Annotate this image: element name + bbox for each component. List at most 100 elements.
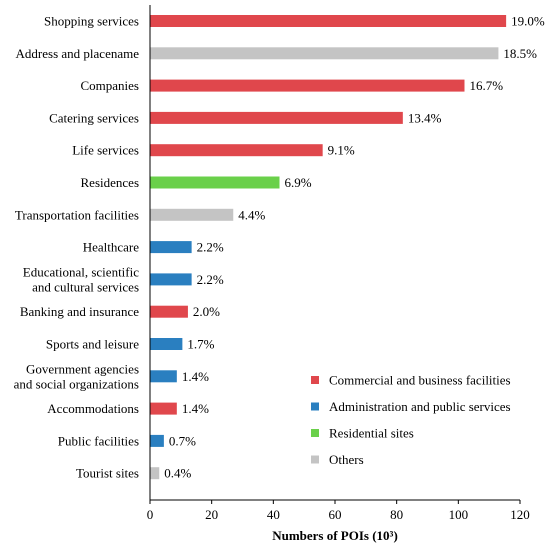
value-label: 0.4% xyxy=(164,466,191,481)
category-label: Residences xyxy=(81,175,139,190)
category-label: Address and placename xyxy=(16,46,140,61)
value-label: 2.2% xyxy=(197,272,224,287)
x-tick-label: 80 xyxy=(390,507,403,522)
bar xyxy=(150,47,499,60)
bar xyxy=(150,176,280,189)
bar-row: Catering services 13.4% xyxy=(49,110,441,125)
category-label-line: Shopping services xyxy=(44,14,139,29)
bar xyxy=(150,79,465,92)
legend-label: Others xyxy=(329,452,364,467)
x-axis-title: Numbers of POIs (10³) xyxy=(272,528,398,543)
category-label: Healthcare xyxy=(83,240,140,255)
category-label: Tourist sites xyxy=(76,466,139,481)
bars-layer: Shopping services 19.0% Address and placen… xyxy=(14,14,545,481)
category-label: Companies xyxy=(81,78,140,93)
bar-row: Residences 6.9% xyxy=(81,175,312,190)
category-label: Life services xyxy=(72,143,139,158)
x-tick-label: 0 xyxy=(147,507,154,522)
category-label: Educational, scientific and cultural serv… xyxy=(23,264,139,294)
category-label: Transportation facilities xyxy=(15,207,139,222)
category-label-line: Banking and insurance xyxy=(20,304,139,319)
legend-item: Residential sites xyxy=(311,426,414,441)
bar-row: Banking and insurance 2.0% xyxy=(20,304,220,319)
value-label: 9.1% xyxy=(328,143,355,158)
value-label: 16.7% xyxy=(470,78,504,93)
bar-row: Companies 16.7% xyxy=(81,78,504,93)
category-label-line: Life services xyxy=(72,143,139,158)
bar xyxy=(150,370,177,383)
value-label: 2.0% xyxy=(193,304,220,319)
value-label: 4.4% xyxy=(238,207,265,222)
bar xyxy=(150,434,164,447)
category-label: Catering services xyxy=(49,110,139,125)
legend: Commercial and business facilities Admini… xyxy=(311,373,511,467)
bar-row: Transportation facilities 4.4% xyxy=(15,207,266,222)
legend-item: Others xyxy=(311,452,364,467)
legend-label: Residential sites xyxy=(329,426,414,441)
bar-row: Life services 9.1% xyxy=(72,143,355,158)
category-label-line: and cultural services xyxy=(32,279,139,294)
bar-row: Tourist sites 0.4% xyxy=(76,466,192,481)
category-label-line: Address and placename xyxy=(16,46,140,61)
bar-row: Public facilities 0.7% xyxy=(58,433,196,448)
category-label: Banking and insurance xyxy=(20,304,139,319)
bar-row: Accommodations 1.4% xyxy=(47,401,209,416)
bar-row: Educational, scientific and cultural serv… xyxy=(23,264,224,294)
value-label: 13.4% xyxy=(408,110,442,125)
bar-row: Shopping services 19.0% xyxy=(44,14,545,29)
bar-row: Sports and leisure 1.7% xyxy=(46,337,215,352)
category-label-line: Companies xyxy=(81,78,140,93)
category-label: Shopping services xyxy=(44,14,139,29)
category-label-line: Public facilities xyxy=(58,433,139,448)
category-label: Accommodations xyxy=(47,401,139,416)
category-label-line: Residences xyxy=(81,175,139,190)
bar xyxy=(150,241,192,254)
legend-item: Administration and public services xyxy=(311,399,511,414)
category-label: Government agencies and social organizati… xyxy=(14,361,139,391)
category-label-line: Accommodations xyxy=(47,401,139,416)
bar xyxy=(150,208,234,221)
value-label: 6.9% xyxy=(285,175,312,190)
legend-swatch xyxy=(311,376,319,384)
value-label: 1.4% xyxy=(182,401,209,416)
legend-swatch xyxy=(311,402,319,411)
value-label: 18.5% xyxy=(503,46,537,61)
bar-row: Healthcare 2.2% xyxy=(83,240,224,255)
category-label: Sports and leisure xyxy=(46,337,139,352)
x-tick-label: 60 xyxy=(329,507,342,522)
x-tick-label: 40 xyxy=(267,507,280,522)
category-label-line: Tourist sites xyxy=(76,466,139,481)
legend-item: Commercial and business facilities xyxy=(311,373,511,388)
bar-row: Government agencies and social organizati… xyxy=(14,361,209,391)
bar xyxy=(150,111,403,124)
value-label: 19.0% xyxy=(511,14,545,29)
category-label-line: and social organizations xyxy=(14,376,139,391)
category-label-line: Government agencies xyxy=(26,361,139,376)
bar xyxy=(150,402,177,415)
category-label-line: Educational, scientific xyxy=(23,264,139,279)
x-tick-label: 20 xyxy=(205,507,218,522)
legend-label: Administration and public services xyxy=(329,399,511,414)
category-label-line: Catering services xyxy=(49,110,139,125)
value-label: 2.2% xyxy=(197,240,224,255)
legend-label: Commercial and business facilities xyxy=(329,373,511,388)
value-label: 1.7% xyxy=(187,337,214,352)
bar xyxy=(150,144,323,157)
x-tick-label: 120 xyxy=(510,507,530,522)
value-label: 1.4% xyxy=(182,369,209,384)
legend-swatch xyxy=(311,429,319,437)
category-label: Public facilities xyxy=(58,433,139,448)
value-label: 0.7% xyxy=(169,433,196,448)
legend-swatch xyxy=(311,455,319,464)
x-tick-label: 100 xyxy=(449,507,469,522)
bar xyxy=(150,338,183,350)
category-label-line: Sports and leisure xyxy=(46,337,139,352)
category-label-line: Healthcare xyxy=(83,240,140,255)
x-axis: 0 20 40 60 80 100 120 xyxy=(147,5,530,522)
bar xyxy=(150,15,507,27)
category-label-line: Transportation facilities xyxy=(15,207,139,222)
bar xyxy=(150,273,192,286)
bar xyxy=(150,467,160,480)
bar-row: Address and placename 18.5% xyxy=(16,46,538,61)
